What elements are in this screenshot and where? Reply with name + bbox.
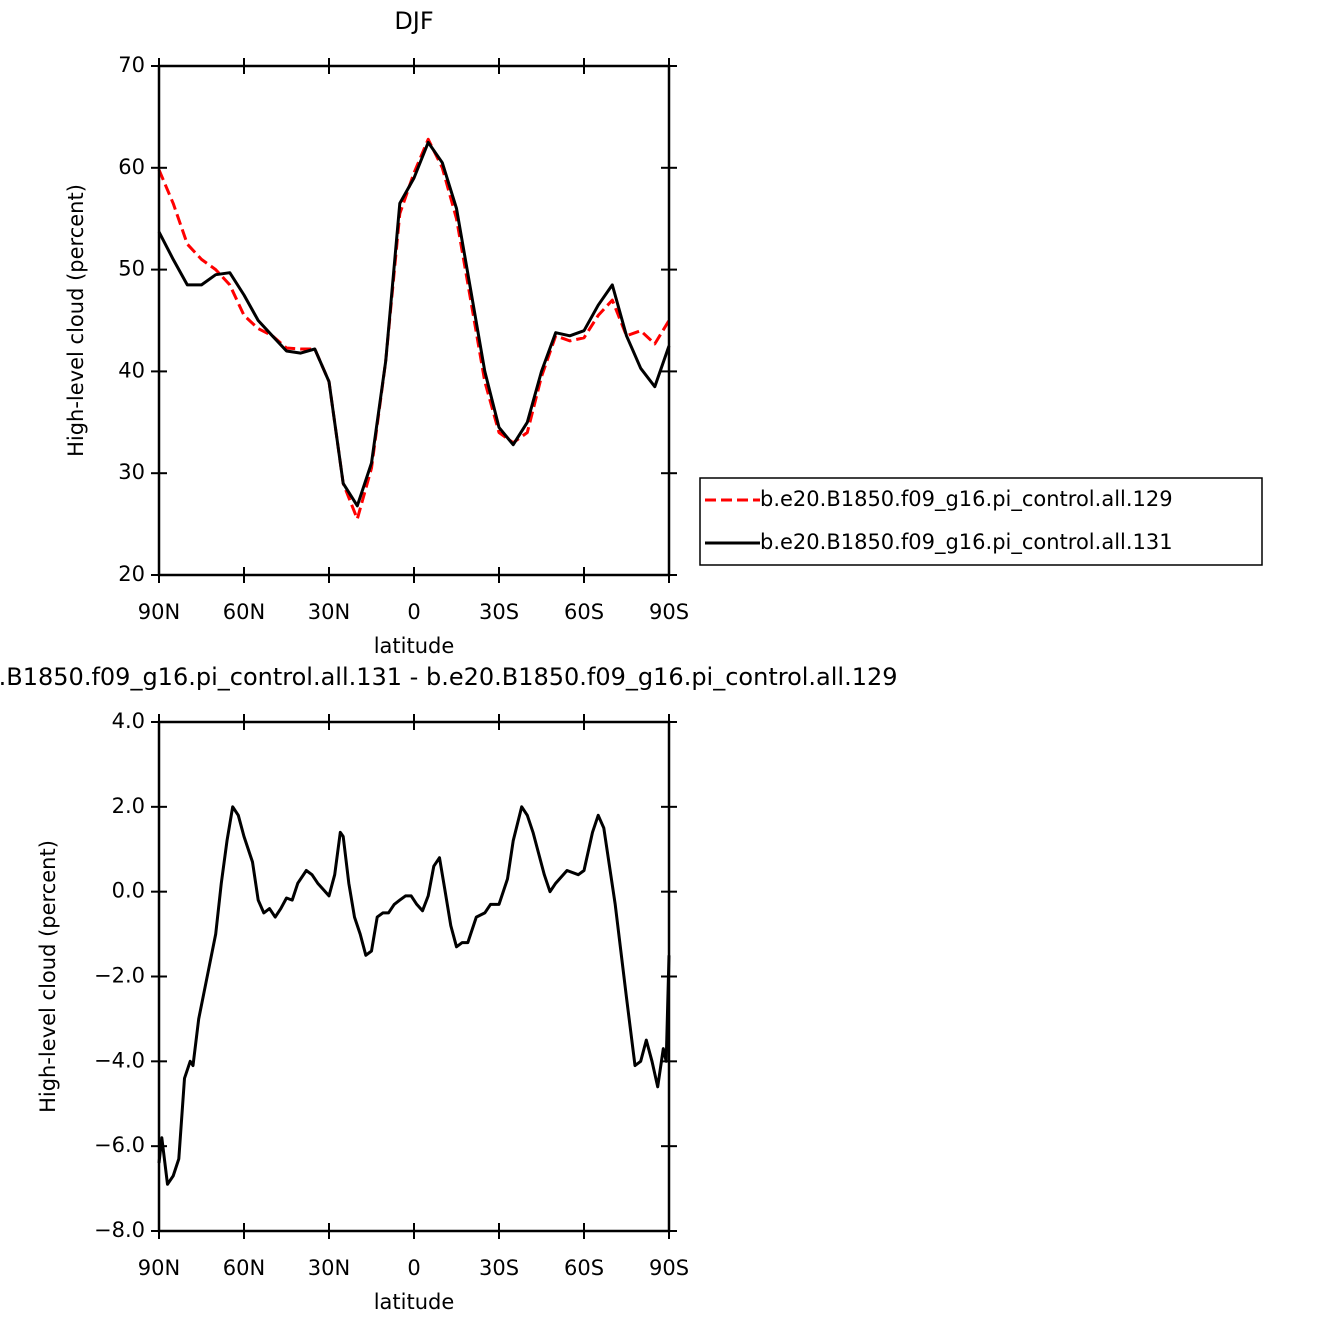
y-tick-label: 70 [118, 53, 145, 77]
x-axis-title: latitude [374, 634, 455, 658]
x-tick-label: 60S [564, 1256, 604, 1280]
y-axis-title: High-level cloud (percent) [64, 184, 88, 457]
y-tick-label: 60 [118, 155, 145, 179]
chart-title: b.e20.B1850.f09_g16.pi_control.all.131 -… [0, 663, 898, 691]
y-tick-label: 50 [118, 257, 145, 281]
chart-title: DJF [394, 7, 433, 35]
x-tick-label: 90S [649, 600, 689, 624]
legend-label: b.e20.B1850.f09_g16.pi_control.all.129 [760, 487, 1173, 512]
y-tick-label: 20 [118, 562, 145, 586]
x-tick-label: 90N [138, 600, 180, 624]
y-tick-label: 4.0 [112, 709, 145, 733]
y-tick-label: 40 [118, 358, 145, 382]
plot-frame [157, 720, 671, 1233]
x-tick-label: 30N [308, 1256, 350, 1280]
x-tick-label: 30S [479, 1256, 519, 1280]
y-tick-label: −2.0 [94, 964, 145, 988]
data-line [157, 805, 671, 1186]
x-axis-title: latitude [374, 1290, 455, 1314]
plot-frame [157, 64, 671, 577]
x-tick-label: 60N [223, 1256, 265, 1280]
y-tick-label: −6.0 [94, 1133, 145, 1157]
y-tick-label: 30 [118, 460, 145, 484]
legend-label: b.e20.B1850.f09_g16.pi_control.all.131 [760, 530, 1173, 555]
x-tick-label: 90S [649, 1256, 689, 1280]
legend-box [699, 477, 1263, 566]
x-tick-label: 30N [308, 600, 350, 624]
y-axis-title: High-level cloud (percent) [36, 840, 60, 1113]
data-line [157, 137, 671, 521]
y-tick-label: 0.0 [112, 879, 145, 903]
x-tick-label: 0 [407, 1256, 420, 1280]
x-tick-label: 0 [407, 600, 420, 624]
y-tick-label: 2.0 [112, 794, 145, 818]
x-tick-label: 30S [479, 600, 519, 624]
x-tick-label: 60S [564, 600, 604, 624]
x-tick-label: 60N [223, 600, 265, 624]
y-tick-label: −4.0 [94, 1048, 145, 1072]
data-line [157, 140, 671, 508]
x-tick-label: 90N [138, 1256, 180, 1280]
y-tick-label: −8.0 [94, 1218, 145, 1242]
